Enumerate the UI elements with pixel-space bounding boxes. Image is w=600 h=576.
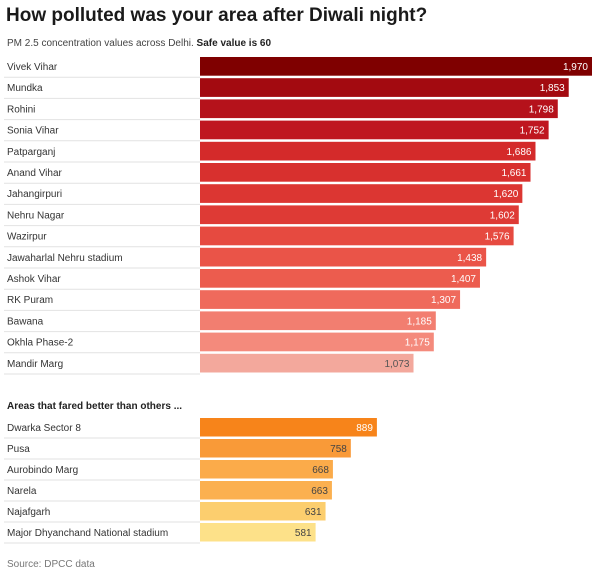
bar xyxy=(200,439,351,458)
bar xyxy=(200,78,569,97)
chart-subtitle: PM 2.5 concentration values across Delhi… xyxy=(7,38,271,49)
value-label: 1,620 xyxy=(493,189,518,200)
category-label: Mandir Marg xyxy=(7,359,63,370)
value-label: 1,752 xyxy=(520,126,545,137)
value-label: 1,185 xyxy=(407,316,432,327)
value-label: 889 xyxy=(356,423,373,434)
bar xyxy=(200,163,531,182)
value-label: 1,970 xyxy=(563,62,588,73)
category-label: Ashok Vihar xyxy=(7,274,61,285)
subtitle-text: PM 2.5 concentration values across Delhi… xyxy=(7,38,194,49)
bar xyxy=(200,141,536,161)
value-label: 1,073 xyxy=(384,359,409,370)
bar xyxy=(200,247,487,267)
category-label: Jahangirpuri xyxy=(7,189,62,200)
bar xyxy=(200,460,333,479)
bar xyxy=(200,332,434,352)
safe-value-note: Safe value is 60 xyxy=(196,38,272,49)
value-label: 1,407 xyxy=(451,274,476,285)
bar xyxy=(200,523,316,542)
category-label: Jawaharlal Nehru stadium xyxy=(7,253,123,264)
bar xyxy=(200,120,549,140)
category-label: RK Puram xyxy=(7,295,53,306)
value-label: 1,686 xyxy=(506,147,531,158)
value-label: 1,602 xyxy=(490,210,515,221)
category-label: Major Dhyanchand National stadium xyxy=(7,528,168,539)
source-note: Source: DPCC data xyxy=(7,559,95,570)
category-label: Rohini xyxy=(7,104,35,115)
bar xyxy=(200,353,414,373)
category-label: Sonia Vihar xyxy=(7,126,59,137)
bar xyxy=(200,481,332,500)
category-label: Najafgarh xyxy=(7,507,50,518)
bar xyxy=(200,311,436,331)
bar xyxy=(200,184,523,203)
bar xyxy=(200,99,558,119)
value-label: 1,576 xyxy=(485,232,510,243)
category-label: Nehru Nagar xyxy=(7,210,65,221)
category-label: Anand Vihar xyxy=(7,168,63,179)
bar xyxy=(200,226,514,246)
category-label: Narela xyxy=(7,486,37,497)
category-label: Okhla Phase-2 xyxy=(7,338,74,349)
value-label: 668 xyxy=(312,465,329,476)
bar xyxy=(200,290,461,309)
category-label: Aurobindo Marg xyxy=(7,465,78,476)
chart-title: How polluted was your area after Diwali … xyxy=(6,5,428,26)
value-label: 1,661 xyxy=(501,168,526,179)
value-label: 581 xyxy=(295,528,312,539)
category-label: Mundka xyxy=(7,83,43,94)
category-label: Vivek Vihar xyxy=(7,62,58,73)
bar xyxy=(200,418,377,437)
better-areas-heading: Areas that fared better than others ... xyxy=(7,401,183,412)
category-label: Patparganj xyxy=(7,147,55,158)
value-label: 758 xyxy=(330,444,347,455)
value-label: 631 xyxy=(305,507,322,518)
category-label: Pusa xyxy=(7,444,30,455)
value-label: 1,853 xyxy=(540,83,565,94)
value-label: 1,798 xyxy=(529,104,554,115)
value-label: 663 xyxy=(311,486,328,497)
category-label: Wazirpur xyxy=(7,232,47,243)
category-label: Bawana xyxy=(7,316,44,327)
bar xyxy=(200,205,519,225)
bar xyxy=(200,57,592,76)
value-label: 1,307 xyxy=(431,295,456,306)
value-label: 1,438 xyxy=(457,253,482,264)
value-label: 1,175 xyxy=(405,338,430,349)
bar xyxy=(200,269,480,288)
category-label: Dwarka Sector 8 xyxy=(7,423,81,434)
bar xyxy=(200,502,326,521)
